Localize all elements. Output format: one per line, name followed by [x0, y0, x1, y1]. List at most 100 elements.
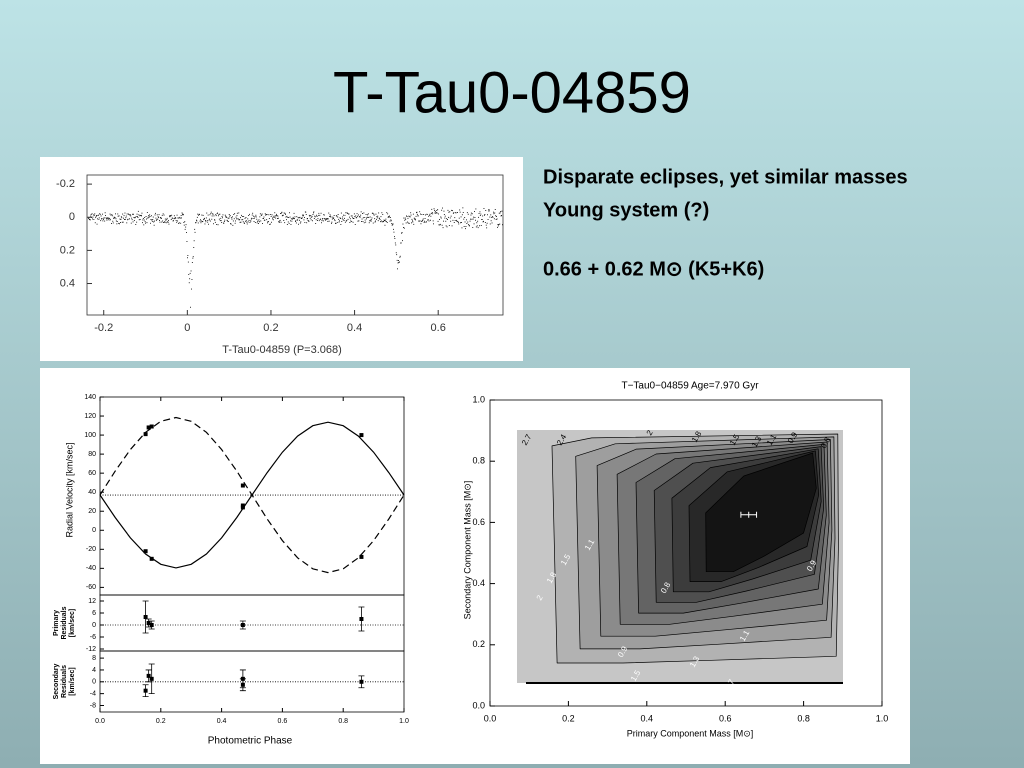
photometry-dot: [190, 306, 191, 308]
photometry-dot: [124, 218, 126, 220]
photometry-dot: [147, 216, 149, 218]
photometry-dot: [442, 227, 444, 229]
y-tick-label: 120: [84, 413, 96, 420]
photometry-dot: [283, 220, 285, 221]
photometry-dot: [360, 211, 362, 213]
photometry-dot: [242, 219, 244, 221]
photometry-dot: [179, 216, 181, 218]
photometry-dot: [215, 214, 217, 216]
photometry-dot: [93, 214, 94, 216]
photometry-dot: [280, 221, 282, 223]
photometry-dot: [372, 212, 374, 214]
photometry-dot: [236, 212, 238, 214]
photometry-dot: [465, 226, 467, 227]
photometry-dot: [480, 225, 482, 226]
photometry-dot: [430, 215, 432, 217]
photometry-dot: [500, 211, 502, 212]
photometry-dot: [95, 215, 97, 217]
y-tick-label: 140: [84, 394, 96, 401]
photometry-dot: [181, 212, 183, 214]
photometry-dot: [350, 215, 352, 217]
photometry-dot: [345, 220, 347, 222]
photometry-dot: [464, 221, 466, 223]
photometry-dot: [255, 216, 257, 218]
photometry-dot: [124, 219, 125, 220]
photometry-dot: [158, 214, 160, 216]
photometry-dot: [299, 222, 301, 224]
photometry-dot: [297, 219, 299, 221]
photometry-dot: [457, 212, 458, 213]
y-tick-label: -60: [86, 584, 96, 591]
photometry-dot: [489, 216, 491, 218]
photometry-dot: [329, 216, 331, 217]
photometry-dot: [354, 216, 356, 217]
photometry-dot: [197, 222, 199, 224]
photometry-dot: [385, 220, 386, 222]
photometry-dot: [168, 223, 170, 225]
photometry-dot: [141, 215, 142, 217]
photometry-dot: [402, 240, 403, 242]
y-tick-label: 100: [84, 432, 96, 439]
photometry-dot: [343, 220, 345, 221]
photometry-dot: [227, 221, 229, 222]
photometry-dot: [129, 214, 131, 216]
y-tick-label: 0: [92, 679, 96, 686]
photometry-dot: [237, 218, 239, 220]
photometry-dot: [498, 212, 500, 214]
photometry-dot: [165, 220, 167, 222]
photometry-dot: [426, 214, 428, 215]
plot-frame: [86, 174, 504, 316]
photometry-dot: [99, 214, 101, 215]
photometry-dot: [273, 215, 275, 217]
photometry-dot: [193, 240, 195, 242]
x-tick-label: 1.0: [876, 713, 889, 723]
photometry-dot: [144, 217, 146, 218]
photometry-dot: [349, 216, 350, 218]
photometry-dot: [263, 219, 265, 221]
photometry-dot: [125, 215, 127, 217]
photometry-dot: [335, 223, 337, 224]
photometry-dot: [465, 228, 466, 230]
photometry-dot: [207, 221, 209, 223]
photometry-dot: [265, 214, 267, 215]
photometry-dot: [479, 215, 481, 216]
photometry-dot: [430, 219, 431, 221]
photometry-dot: [201, 221, 203, 222]
photometry-dot: [159, 220, 160, 221]
photometry-dot: [267, 222, 268, 224]
photometry-dot: [215, 215, 217, 217]
photometry-dot: [445, 225, 447, 227]
photometry-dot: [117, 213, 119, 215]
photometry-dot: [343, 214, 344, 216]
photometry-dot: [317, 214, 319, 216]
photometry-dot: [451, 225, 453, 227]
photometry-dot: [268, 218, 270, 219]
photometry-dot: [272, 216, 274, 218]
photometry-dot: [493, 218, 495, 220]
photometry-dot: [437, 209, 439, 211]
photometry-dot: [399, 255, 401, 257]
photometry-dot: [316, 216, 318, 217]
photometry-dot: [478, 213, 480, 214]
photometry-dot: [358, 214, 359, 216]
photometry-dot: [88, 217, 90, 219]
note: Young system (?): [543, 199, 709, 221]
photometry-dot: [363, 212, 365, 214]
photometry-dot: [492, 216, 494, 218]
photometry-dot: [93, 219, 95, 220]
photometry-dot: [136, 213, 138, 215]
photometry-dot: [356, 217, 358, 219]
photometry-dot: [334, 219, 335, 221]
photometry-dot: [166, 217, 168, 219]
photometry-dot: [141, 212, 143, 214]
photometry-dot: [103, 217, 105, 219]
photometry-dot: [330, 215, 331, 217]
photometry-dot: [493, 213, 495, 215]
photometry-dot: [107, 218, 109, 219]
photometry-dot: [494, 209, 496, 210]
photometry-dot: [195, 222, 197, 224]
note: 0.66 + 0.62 M⊙ (K5+K6): [543, 258, 764, 280]
photometry-dot: [428, 220, 430, 222]
photometry-dot: [375, 213, 377, 215]
photometry-dot: [191, 262, 193, 263]
